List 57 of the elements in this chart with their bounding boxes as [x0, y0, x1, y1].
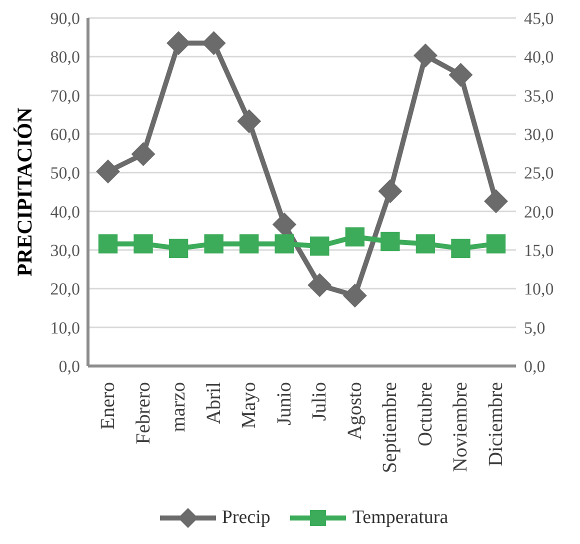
x-tick-label: Febrero: [132, 382, 154, 444]
x-tick-label: marzo: [168, 382, 190, 432]
legend-label: Precip: [220, 506, 270, 530]
y2-tick-label: 45,0: [524, 9, 554, 28]
x-tick-label: Septiembre: [379, 382, 402, 474]
x-tick-label: Enero: [97, 382, 119, 430]
point: [378, 179, 402, 204]
x-tick-label: Abril: [202, 382, 225, 424]
y-tick-label: 50,0: [50, 164, 80, 183]
y-tick-label: 80,0: [50, 48, 80, 67]
point: [272, 212, 296, 236]
point: [98, 234, 118, 254]
point: [204, 234, 224, 254]
y2-tick-label: 0,0: [524, 357, 546, 376]
y2-tick-label: 15,0: [524, 241, 554, 260]
y-tick-label: 10,0: [50, 318, 80, 338]
x-tick-label: Julio: [308, 382, 331, 421]
point: [380, 232, 400, 252]
y-tick-label: 40,0: [50, 202, 80, 222]
y2-tick-label: 30,0: [524, 125, 554, 144]
point: [413, 44, 438, 68]
y2-tick-label: 10,0: [524, 280, 554, 299]
point: [484, 189, 508, 214]
x-tick-label: Mayo: [238, 382, 260, 429]
point: [168, 238, 188, 258]
y2-tick-label: 5,0: [524, 318, 546, 338]
x-tick-label: Agosto: [344, 382, 366, 440]
point: [237, 109, 262, 134]
y-tick-label: 60,0: [50, 125, 80, 144]
y-tick-label: 0,0: [58, 357, 80, 376]
point: [451, 238, 470, 258]
point: [310, 236, 330, 256]
point: [96, 160, 120, 184]
point: [131, 142, 156, 166]
point: [486, 234, 506, 254]
y2-tick-label: 40,0: [524, 48, 554, 67]
y-tick-label: 90,0: [50, 9, 80, 28]
point: [274, 234, 294, 254]
x-tick-label: Diciembre: [485, 382, 507, 466]
x-tick-label: Junio: [273, 382, 296, 426]
point: [239, 234, 259, 254]
y-tick-label: 30,0: [50, 241, 80, 260]
point: [342, 284, 367, 308]
y-axis-title: PRECIPITACIÓN: [12, 108, 36, 276]
point: [308, 273, 332, 298]
y2-tick-label: 35,0: [524, 86, 554, 106]
y2-tick-label: 25,0: [524, 164, 554, 183]
point: [345, 227, 365, 246]
point: [134, 234, 153, 254]
y-tick-label: 20,0: [50, 280, 80, 299]
point: [416, 234, 436, 254]
y2-tick-label: 20,0: [524, 202, 554, 222]
x-tick-label: Noviembre: [450, 382, 472, 472]
point: [448, 62, 473, 87]
legend-label: Temperatura: [351, 506, 448, 530]
x-tick-label: Octubre: [414, 382, 436, 446]
y-tick-label: 70,0: [50, 86, 80, 106]
